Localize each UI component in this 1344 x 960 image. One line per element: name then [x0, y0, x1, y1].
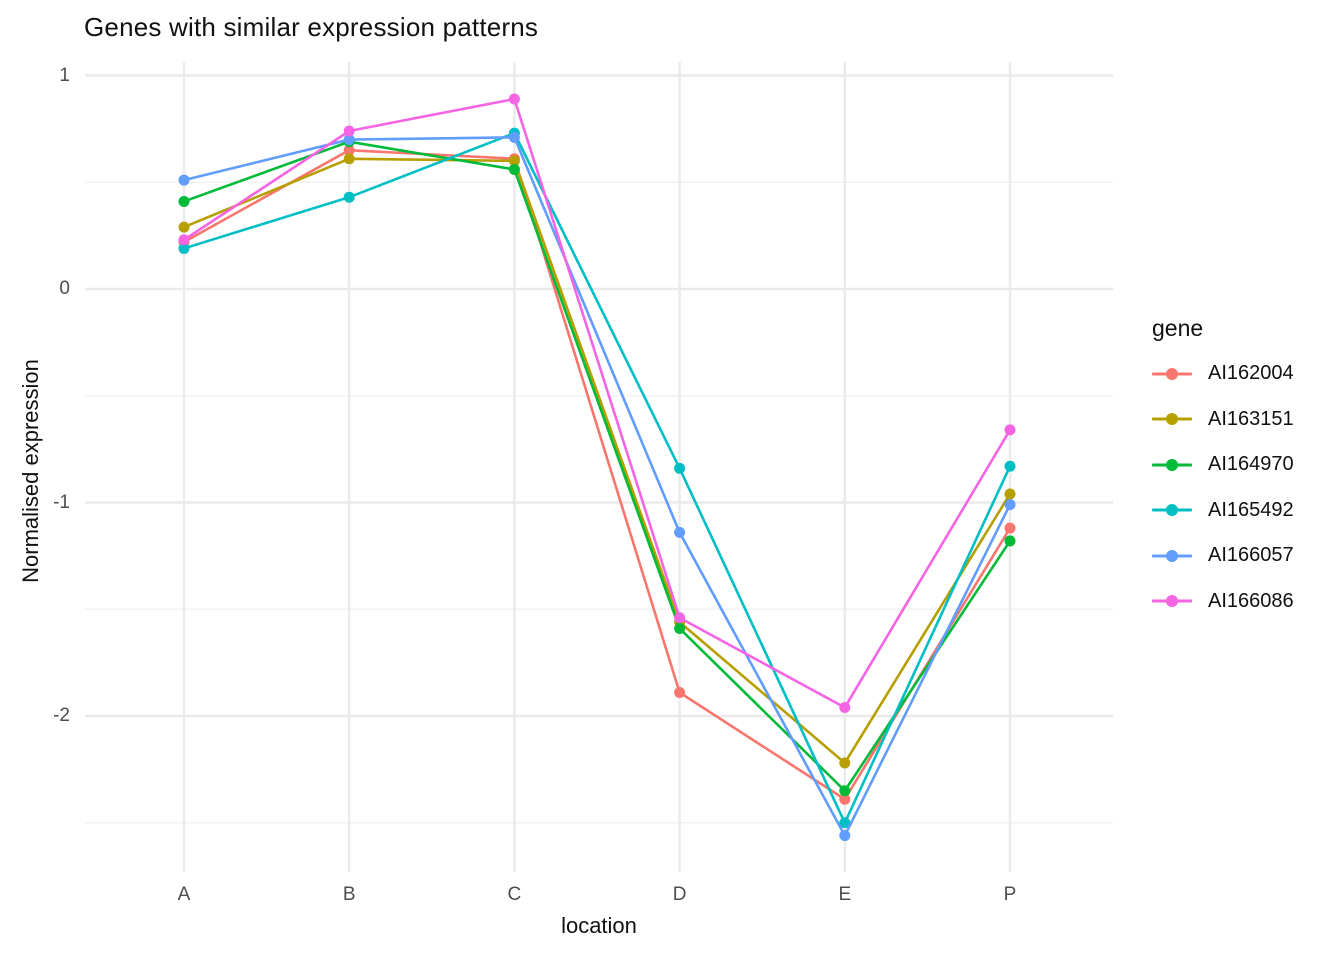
x-tick-label: C	[507, 884, 522, 905]
x-axis-title: location	[561, 913, 637, 938]
legend: gene AI162004 AI163151 AI164970 AI165492…	[1152, 313, 1294, 624]
x-tick-label: A	[177, 884, 191, 905]
legend-label: AI164970	[1208, 453, 1294, 476]
legend-entry: AI162004	[1152, 351, 1294, 397]
legend-label: AI166057	[1208, 544, 1294, 567]
legend-key-icon	[1152, 365, 1192, 383]
legend-key-icon	[1152, 410, 1192, 428]
x-tick-label: B	[342, 884, 356, 905]
y-tick-label: -2	[53, 705, 70, 726]
legend-label: AI166086	[1208, 589, 1294, 612]
legend-label: AI162004	[1208, 362, 1294, 385]
y-tick-label: 0	[59, 278, 70, 299]
legend-key-icon	[1152, 456, 1192, 474]
x-tick-label: P	[1003, 884, 1017, 905]
legend-entry: AI165492	[1152, 488, 1294, 534]
legend-key-icon	[1152, 592, 1192, 610]
legend-entry: AI166057	[1152, 533, 1294, 579]
x-tick-label: D	[672, 884, 687, 905]
y-axis-title: Normalised expression	[18, 359, 43, 583]
legend-entry: AI166086	[1152, 579, 1294, 625]
legend-entry: AI164970	[1152, 442, 1294, 488]
legend-key-icon	[1152, 547, 1192, 565]
x-tick-label: E	[838, 884, 852, 905]
chart-title: Genes with similar expression patterns	[84, 12, 539, 42]
legend-title: gene	[1152, 315, 1204, 341]
y-tick-label: -1	[53, 491, 70, 513]
legend-key-icon	[1152, 501, 1192, 519]
legend-label: AI165492	[1208, 498, 1294, 521]
legend-label: AI163151	[1208, 407, 1294, 430]
y-tick-label: 1	[59, 64, 70, 86]
legend-entry: AI163151	[1152, 397, 1294, 443]
